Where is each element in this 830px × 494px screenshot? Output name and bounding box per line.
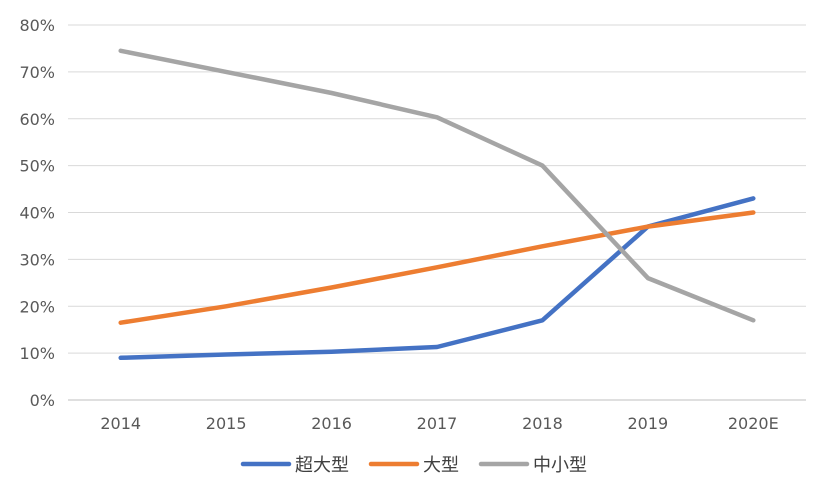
gridlines [68,24,806,401]
x-tick-label: 2020E [728,414,779,433]
x-tick-label: 2019 [627,414,668,433]
y-tick-label: 70% [19,63,55,82]
y-tick-label: 10% [19,344,55,363]
x-tick-label: 2014 [100,414,141,433]
y-tick-label: 80% [19,16,55,35]
y-tick-label: 40% [19,204,55,223]
legend-label: 中小型 [533,455,587,476]
x-axis-ticks: 2014 2015 2016 2017 2018 2019 2020E [100,414,778,433]
y-tick-label: 60% [19,110,55,129]
x-tick-label: 2018 [522,414,563,433]
x-tick-label: 2017 [417,414,458,433]
x-tick-label: 2015 [206,414,247,433]
series-line-0 [118,196,756,361]
series-lines [118,48,756,361]
y-axis-ticks: 0% 10% 20% 30% 40% 50% 60% 70% 80% [19,16,55,410]
legend-label: 大型 [423,455,459,476]
series-line-2 [118,48,756,323]
legend-label: 超大型 [295,455,349,476]
legend: 超大型 大型 中小型 [240,455,587,476]
y-tick-label: 20% [19,297,55,316]
y-tick-label: 50% [19,157,55,176]
y-tick-label: 0% [30,391,55,410]
x-tick-label: 2016 [311,414,352,433]
y-tick-label: 30% [19,250,55,269]
